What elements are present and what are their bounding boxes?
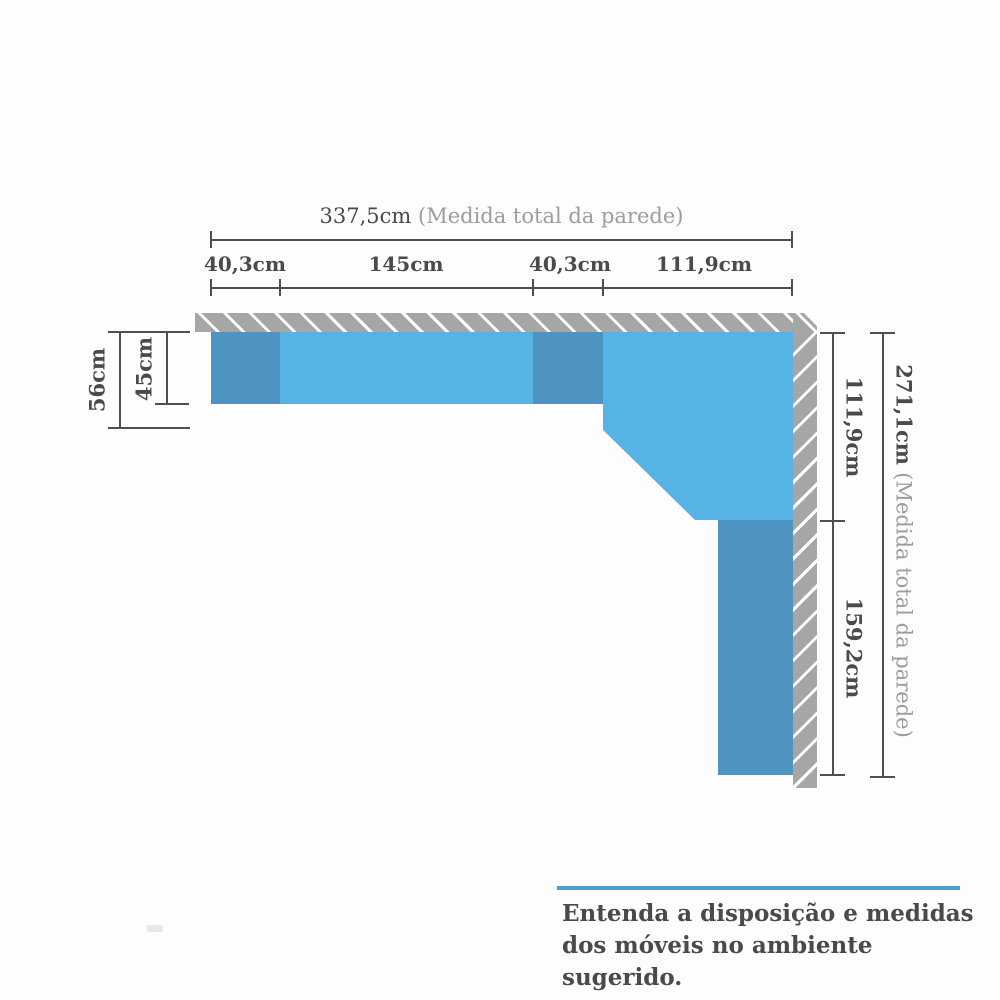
- total-width-note: (Medida total da parede): [418, 204, 684, 228]
- dimension-tick: [791, 231, 793, 248]
- right-segment-bottom-label: 159,2cm: [841, 597, 867, 699]
- wall-right-hatched: [793, 332, 817, 788]
- dimension-tick: [155, 403, 189, 405]
- dimension-tick: [602, 279, 604, 296]
- left-outer-dimension-line: [119, 333, 121, 428]
- dimension-tick: [820, 520, 845, 522]
- segment-dimension-line: [211, 287, 792, 289]
- furniture-module-bottom: [718, 520, 793, 775]
- wall-top-hatched: [195, 313, 793, 332]
- dimension-tick: [210, 231, 212, 248]
- total-height-label: 271,1cm (Medida total da parede): [892, 364, 917, 738]
- furniture-module-middle: [533, 332, 603, 404]
- dimension-tick: [108, 427, 190, 429]
- dimension-tick: [108, 331, 190, 333]
- furniture-module-left: [211, 332, 280, 404]
- segment-width-label: 111,9cm: [656, 252, 752, 276]
- total-width-dimension-line: [211, 239, 792, 241]
- segment-width-label: 40,3cm: [528, 252, 612, 276]
- dimension-tick: [820, 774, 845, 776]
- total-width-value: 337,5cm: [319, 204, 412, 228]
- caption: Entenda a disposição e medidas dos móvei…: [562, 898, 1000, 994]
- total-height-note: (Medida total da parede): [891, 472, 916, 738]
- segment-width-label: 145cm: [368, 252, 444, 276]
- segment-width-label: 40,3cm: [203, 252, 287, 276]
- caption-line-2: dos móveis no ambiente sugerido.: [562, 932, 873, 991]
- dimension-tick: [870, 776, 895, 778]
- furniture-counter-top-run: [280, 332, 533, 404]
- left-inner-dimension-line: [166, 333, 168, 403]
- right-segment-top-label: 111,9cm: [841, 376, 867, 478]
- dimension-tick: [279, 279, 281, 296]
- watermark-smudge: [147, 925, 163, 932]
- furniture-corner-counter: [603, 332, 793, 520]
- dimension-tick: [820, 332, 845, 334]
- caption-divider-rule: [557, 886, 960, 890]
- furniture-depth-label: 45cm: [131, 336, 157, 402]
- dimension-tick: [870, 332, 895, 334]
- total-height-value: 271,1cm: [891, 364, 917, 465]
- total-width-label: 337,5cm (Medida total da parede): [211, 204, 792, 228]
- dimension-tick: [532, 279, 534, 296]
- wall-corner-hatched: [793, 313, 817, 332]
- wall-depth-label: 56cm: [84, 347, 110, 413]
- right-total-dimension-line: [882, 333, 884, 777]
- dimension-tick: [791, 279, 793, 296]
- dimension-tick: [210, 279, 212, 296]
- right-segment-dimension-line: [832, 333, 834, 775]
- caption-line-1: Entenda a disposição e medidas: [562, 900, 974, 927]
